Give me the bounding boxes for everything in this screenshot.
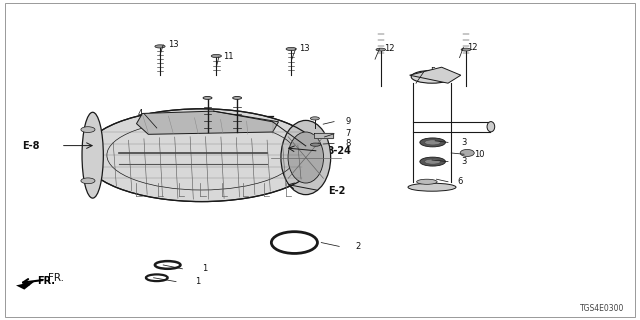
Ellipse shape (487, 122, 495, 132)
Ellipse shape (420, 138, 445, 147)
Ellipse shape (310, 117, 319, 120)
Ellipse shape (82, 112, 103, 198)
Ellipse shape (310, 143, 321, 146)
Text: 7: 7 (346, 129, 351, 138)
Text: E-2: E-2 (328, 186, 345, 196)
Ellipse shape (420, 157, 445, 166)
Text: 6: 6 (458, 177, 463, 186)
Text: 10: 10 (474, 150, 484, 159)
Ellipse shape (425, 159, 441, 164)
Text: 12: 12 (467, 43, 477, 52)
Ellipse shape (81, 127, 95, 132)
Ellipse shape (412, 70, 453, 83)
Text: 8: 8 (346, 139, 351, 148)
Ellipse shape (286, 47, 296, 51)
Text: 4: 4 (138, 109, 143, 118)
Text: FR.: FR. (37, 276, 55, 286)
Ellipse shape (81, 178, 95, 184)
Circle shape (460, 149, 474, 156)
Text: 3: 3 (461, 138, 466, 147)
Text: 1: 1 (195, 277, 200, 286)
Text: 9: 9 (346, 117, 351, 126)
Ellipse shape (288, 132, 324, 183)
Text: 1: 1 (202, 264, 207, 273)
Text: 2: 2 (355, 242, 360, 251)
Ellipse shape (425, 140, 441, 145)
Ellipse shape (461, 48, 471, 51)
Polygon shape (16, 281, 35, 290)
Text: 5: 5 (430, 68, 435, 76)
Polygon shape (314, 133, 333, 138)
Text: E-8: E-8 (22, 140, 40, 151)
Ellipse shape (155, 45, 165, 48)
Ellipse shape (408, 183, 456, 191)
Text: 11: 11 (223, 52, 233, 61)
Ellipse shape (211, 54, 221, 58)
Text: TGS4E0300: TGS4E0300 (580, 304, 624, 313)
Ellipse shape (281, 120, 331, 195)
Ellipse shape (83, 109, 320, 202)
Text: 13: 13 (168, 40, 179, 49)
Text: B-24: B-24 (326, 146, 351, 156)
Text: 12: 12 (384, 44, 394, 53)
Ellipse shape (417, 179, 437, 184)
Text: 13: 13 (300, 44, 310, 53)
Ellipse shape (203, 96, 212, 99)
Polygon shape (136, 111, 278, 134)
Polygon shape (410, 67, 461, 83)
Ellipse shape (233, 96, 242, 99)
Ellipse shape (376, 48, 385, 51)
Text: 3: 3 (461, 157, 466, 166)
Text: FR.: FR. (23, 273, 64, 284)
